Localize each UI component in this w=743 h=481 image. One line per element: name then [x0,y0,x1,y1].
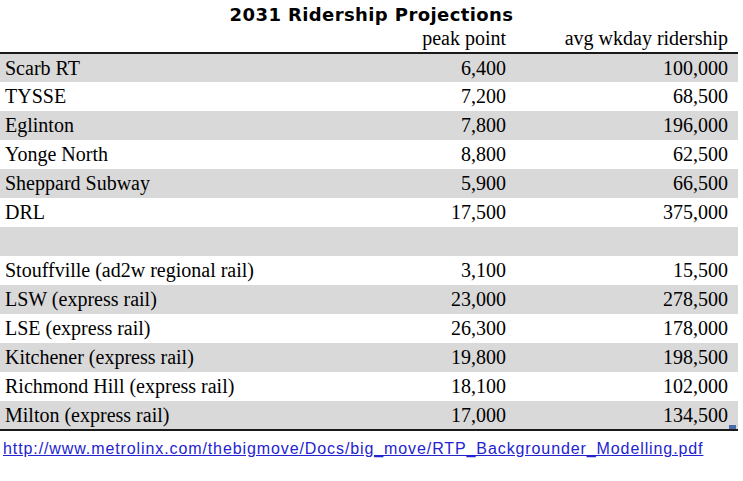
row-label [0,227,360,256]
table-row: Richmond Hill (express rail) 18,100 102,… [0,372,738,401]
row-label: Sheppard Subway [0,169,360,198]
row-label: Kitchener (express rail) [0,343,360,372]
comment-indicator-square [729,425,736,430]
peak-point-value: 3,100 [360,256,510,285]
table-row: Scarb RT 6,400 100,000 [0,53,738,82]
row-label: LSW (express rail) [0,285,360,314]
peak-point-value: 19,800 [360,343,510,372]
source-link[interactable]: http://www.metrolinx.com/thebigmove/Docs… [3,440,703,457]
table-row: Stouffville (ad2w regional rail) 3,100 1… [0,256,738,285]
row-label: Milton (express rail) [0,401,360,430]
row-label: TYSSE [0,82,360,111]
row-label: Stouffville (ad2w regional rail) [0,256,360,285]
peak-point-value: 26,300 [360,314,510,343]
column-header-peak-point: peak point [360,27,510,53]
avg-wkday-ridership-value: 375,000 [510,198,738,227]
row-label: Scarb RT [0,53,360,82]
avg-wkday-ridership-value: 15,500 [510,256,738,285]
header-row: peak point avg wkday ridership [0,27,738,53]
row-label: LSE (express rail) [0,314,360,343]
table-row: TYSSE 7,200 68,500 [0,82,738,111]
row-label: Richmond Hill (express rail) [0,372,360,401]
avg-wkday-ridership-value: 100,000 [510,53,738,82]
avg-wkday-ridership-value: 196,000 [510,111,738,140]
avg-wkday-ridership-value: 62,500 [510,140,738,169]
avg-wkday-ridership-value [510,227,738,256]
peak-point-value: 5,900 [360,169,510,198]
peak-point-value: 17,000 [360,401,510,430]
avg-wkday-ridership-value: 178,000 [510,314,738,343]
peak-point-value: 7,800 [360,111,510,140]
peak-point-value: 7,200 [360,82,510,111]
table-row: DRL 17,500 375,000 [0,198,738,227]
peak-point-value: 18,100 [360,372,510,401]
table-header: peak point avg wkday ridership [0,27,738,53]
page: 2031 Ridership Projections peak point av… [0,4,743,481]
page-title: 2031 Ridership Projections [0,4,743,25]
table-row: Kitchener (express rail) 19,800 198,500 [0,343,738,372]
peak-point-value [360,227,510,256]
peak-point-value: 8,800 [360,140,510,169]
table-row: Milton (express rail) 17,000 134,500 [0,401,738,430]
avg-wkday-ridership-value: 134,500 [510,401,738,430]
avg-wkday-ridership-value: 198,500 [510,343,738,372]
avg-wkday-ridership-value: 68,500 [510,82,738,111]
column-header-avg-wkday-ridership: avg wkday ridership [510,27,738,53]
table-row: Eglinton 7,800 196,000 [0,111,738,140]
column-header-line [0,27,360,53]
ridership-table: peak point avg wkday ridership Scarb RT … [0,27,738,431]
row-label: Yonge North [0,140,360,169]
peak-point-value: 17,500 [360,198,510,227]
table-row: LSE (express rail) 26,300 178,000 [0,314,738,343]
avg-wkday-ridership-value: 278,500 [510,285,738,314]
peak-point-value: 23,000 [360,285,510,314]
avg-wkday-ridership-value: 102,000 [510,372,738,401]
row-label: DRL [0,198,360,227]
avg-wkday-ridership-value: 66,500 [510,169,738,198]
table-row: Yonge North 8,800 62,500 [0,140,738,169]
table-body: Scarb RT 6,400 100,000 TYSSE 7,200 68,50… [0,53,738,430]
peak-point-value: 6,400 [360,53,510,82]
table-row: LSW (express rail) 23,000 278,500 [0,285,738,314]
table-row: Sheppard Subway 5,900 66,500 [0,169,738,198]
row-label: Eglinton [0,111,360,140]
spacer-row [0,227,738,256]
source-line: http://www.metrolinx.com/thebigmove/Docs… [3,440,743,458]
